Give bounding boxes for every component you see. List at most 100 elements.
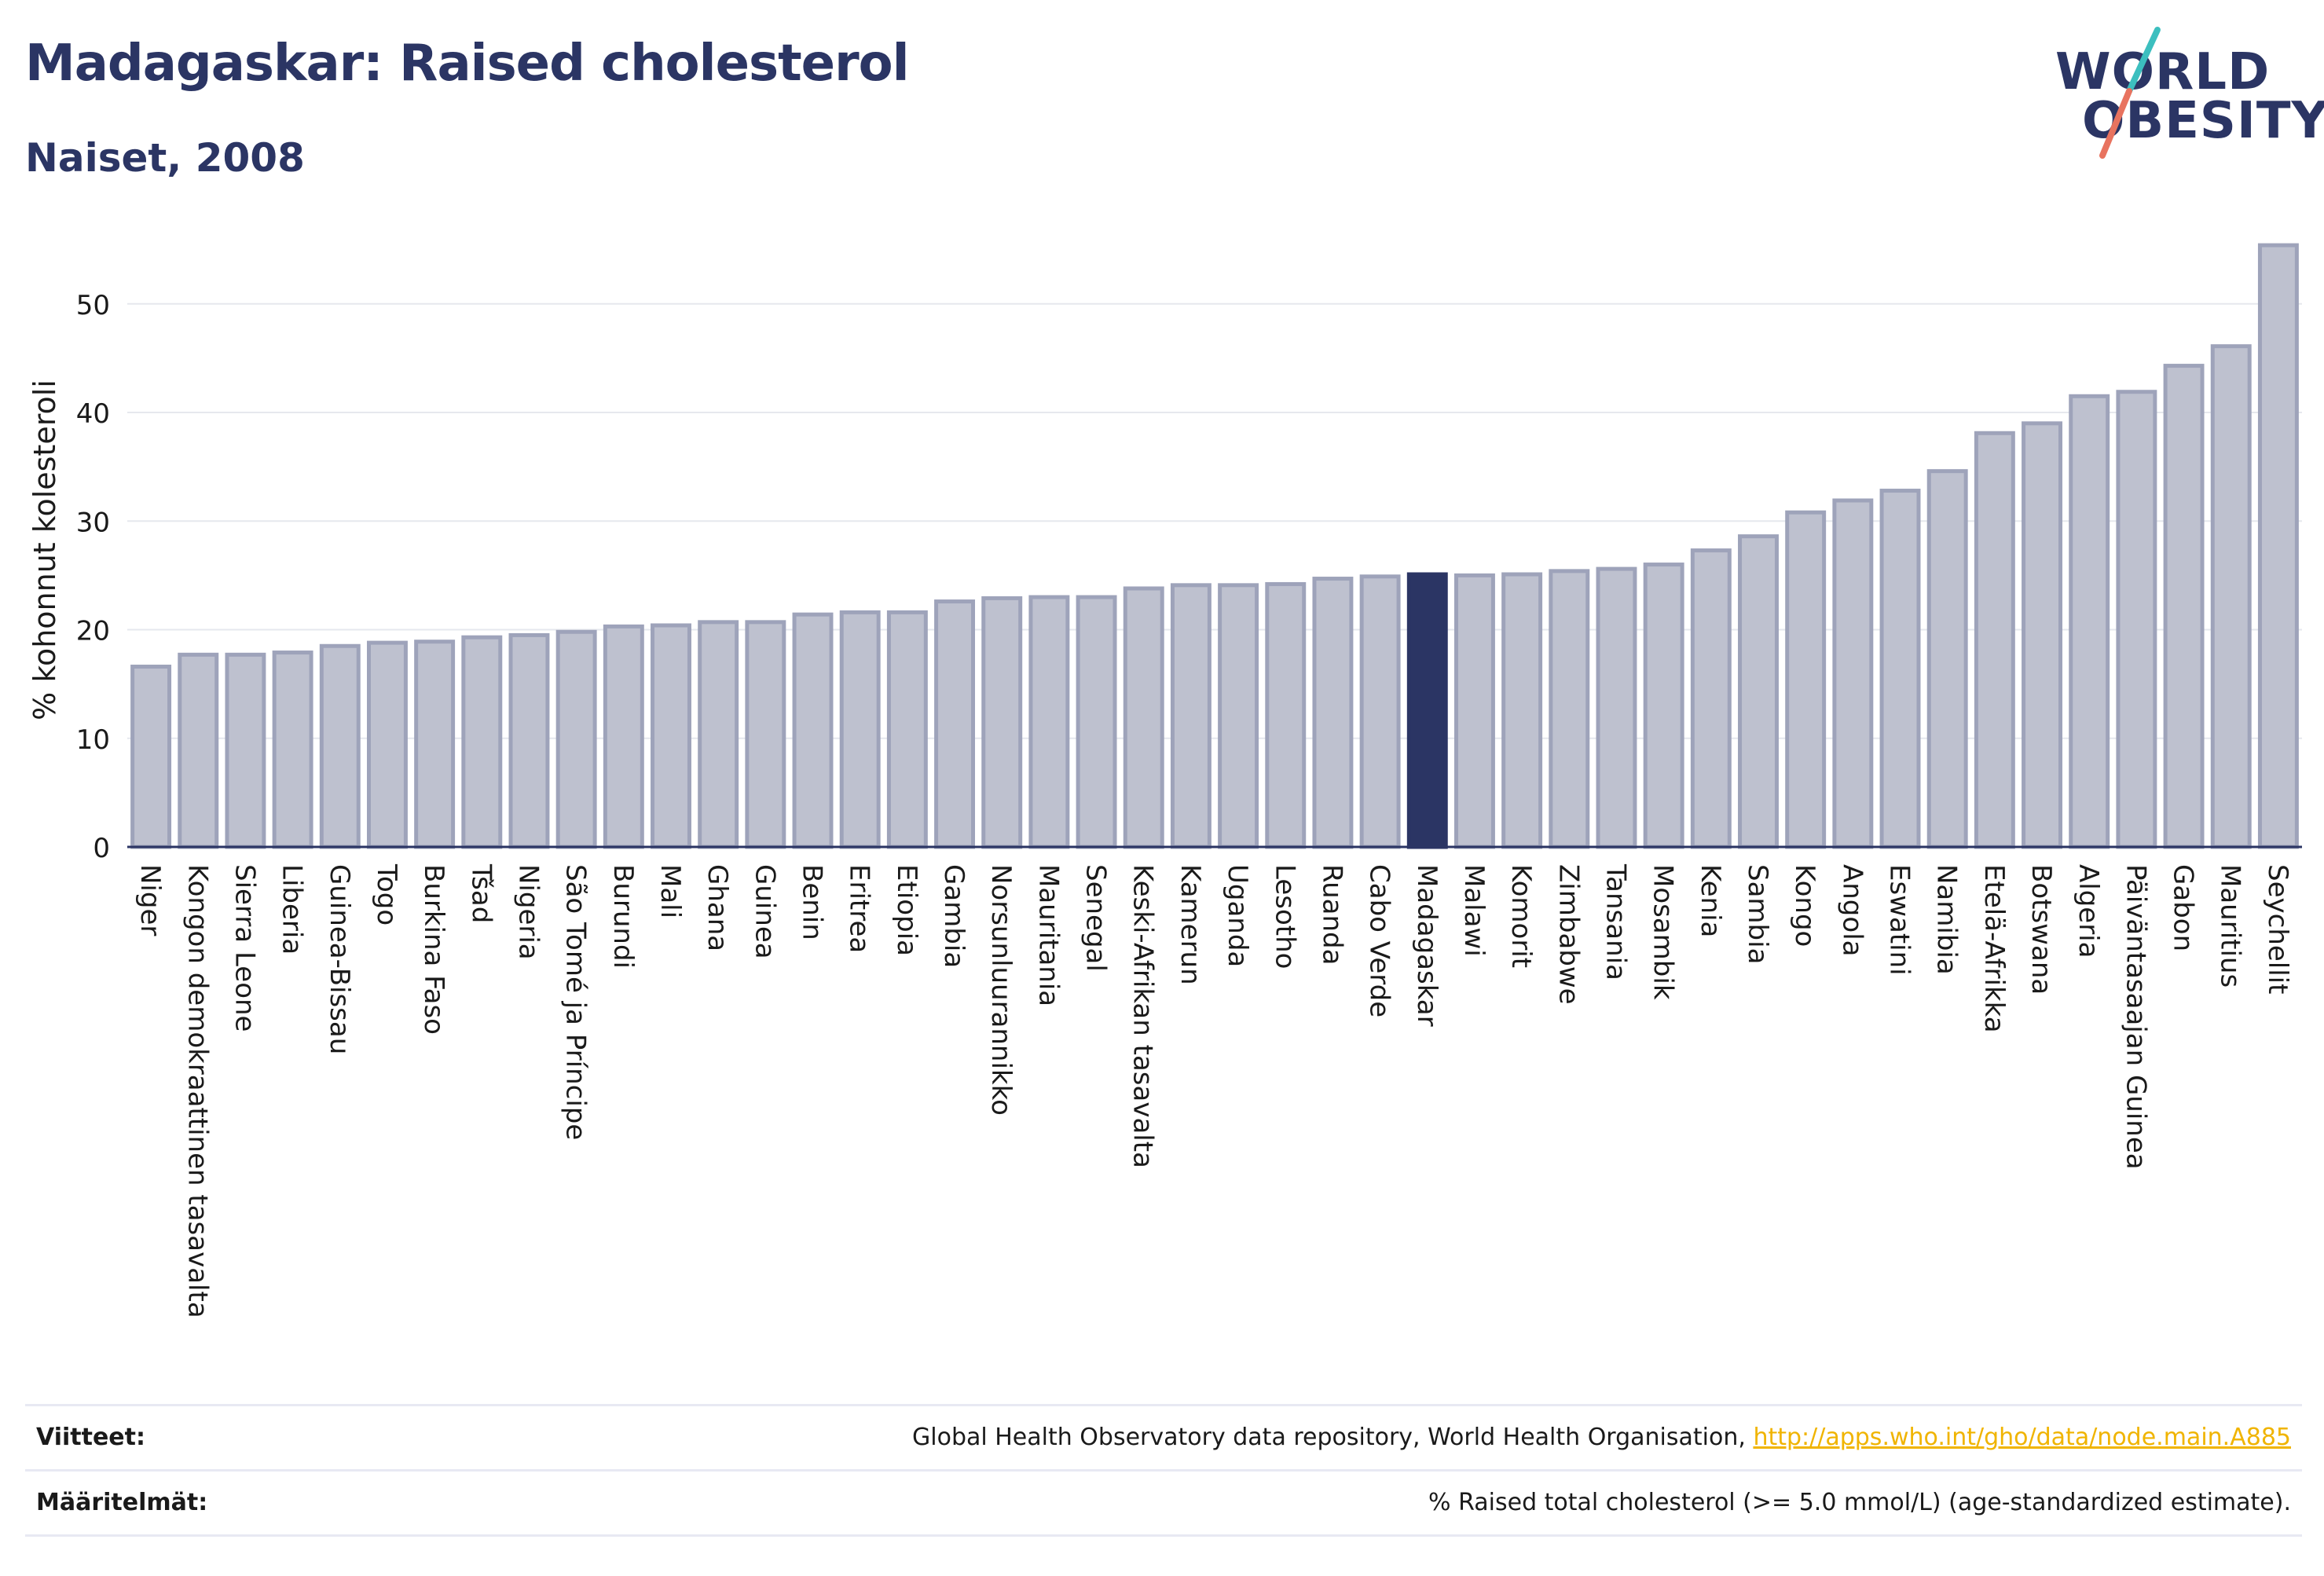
bar xyxy=(1926,469,1968,849)
x-tick-label: Guinea-Bissau xyxy=(324,864,355,1054)
x-tick-label: Päiväntasaajan Guinea xyxy=(2120,864,2151,1170)
x-tick-label: Liberia xyxy=(277,864,308,955)
x-tick-label: Sierra Leone xyxy=(229,864,260,1032)
bar xyxy=(1170,583,1211,849)
axes: 0 10 20 30 40 50 Niger Kongon demokraattinen ta… xyxy=(76,290,2302,1318)
x-tick-label: Benin xyxy=(797,864,828,940)
bar xyxy=(1549,569,1590,849)
page-title: Madagaskar: Raised cholesterol xyxy=(25,35,910,93)
x-tick-label: Zimbabwe xyxy=(1552,864,1584,1005)
bar xyxy=(178,652,219,849)
bar xyxy=(130,665,172,849)
bar xyxy=(1312,577,1354,849)
y-tick-label: 10 xyxy=(76,724,110,756)
bar xyxy=(698,620,739,849)
x-tick-label: Togo xyxy=(371,863,402,925)
x-tick-label: Eritrea xyxy=(844,864,875,953)
x-tick-label: Burkina Faso xyxy=(418,864,449,1035)
bar xyxy=(555,629,597,849)
y-tick-label: 20 xyxy=(76,616,110,647)
y-tick-label: 40 xyxy=(76,398,110,430)
bar xyxy=(603,624,644,849)
x-tick-label: São Tomé ja Príncipe xyxy=(560,864,592,1140)
x-tick-label: Uganda xyxy=(1222,864,1253,967)
x-tick-label: Madagaskar xyxy=(1411,864,1442,1027)
x-tick-label: Mali xyxy=(654,864,686,918)
bar xyxy=(225,652,266,849)
bar xyxy=(792,612,834,849)
logo-slash-top xyxy=(2126,27,2161,94)
bar xyxy=(2210,344,2252,849)
bar xyxy=(1218,583,1259,849)
x-tick-label: Cabo Verde xyxy=(1364,864,1395,1017)
x-tick-label: Komorit xyxy=(1505,864,1537,968)
x-tick-label: Burundi xyxy=(607,864,639,969)
bar xyxy=(2163,364,2205,849)
definitions-row: Määritelmät: % Raised total cholesterol … xyxy=(25,1469,2302,1537)
world-obesity-logo[interactable]: WORLD OBESITY xyxy=(2051,24,2324,165)
bar xyxy=(1785,510,1827,849)
x-tick-label: Tšad xyxy=(465,863,497,923)
x-tick-label: Senegal xyxy=(1080,864,1112,972)
bar xyxy=(1359,574,1401,849)
definitions-value: % Raised total cholesterol (>= 5.0 mmol/… xyxy=(1428,1489,2291,1516)
bar xyxy=(1832,498,1874,849)
definitions-label: Määritelmät: xyxy=(36,1489,208,1516)
x-tick-label: Malawi xyxy=(1458,864,1490,957)
x-tick-label: Keski-Afrikan tasavalta xyxy=(1127,864,1159,1168)
sources-link[interactable]: http://apps.who.int/gho/data/node.main.A… xyxy=(1753,1424,2291,1451)
x-tick-label: Seychellit xyxy=(2262,864,2293,994)
x-tick-label: Etiopia xyxy=(891,864,922,956)
x-tick-label: Ruanda xyxy=(1316,864,1347,965)
bar xyxy=(1501,572,1543,849)
bar xyxy=(886,610,928,849)
x-tick-label: Algeria xyxy=(2073,864,2104,958)
x-tick-label: Etelä-Afrikka xyxy=(1978,864,2010,1033)
bar xyxy=(366,640,408,849)
bar xyxy=(1738,534,1779,849)
bar xyxy=(1123,586,1164,849)
bar xyxy=(2022,421,2063,849)
bars xyxy=(130,243,2299,849)
y-tick-label: 50 xyxy=(76,290,110,321)
x-tick-label: Niger xyxy=(134,864,166,936)
bar-chart: 0 10 20 30 40 50 Niger Kongon demokraattinen ta… xyxy=(27,243,2302,1318)
bar xyxy=(461,635,503,849)
x-tick-label: Angola xyxy=(1836,864,1868,956)
references-table: Viitteet: Global Health Observatory data… xyxy=(25,1404,2302,1537)
x-tick-label: Tansania xyxy=(1600,863,1631,980)
bar xyxy=(1453,573,1495,849)
bar xyxy=(1265,581,1307,849)
bar xyxy=(1076,595,1117,849)
x-tick-label: Nigeria xyxy=(512,864,544,960)
bar xyxy=(2116,390,2157,849)
x-tick-label: Guinea xyxy=(749,864,780,959)
bar xyxy=(414,640,456,849)
y-axis-label: % kohonnut kolesteroli xyxy=(27,379,62,720)
bar xyxy=(745,620,786,849)
x-tick-label: Kongo xyxy=(1789,864,1820,947)
bar xyxy=(2257,243,2299,849)
bar xyxy=(839,610,881,849)
x-tick-label: Norsunluurannikko xyxy=(985,864,1017,1116)
bar xyxy=(1879,489,1921,849)
bar xyxy=(319,643,361,849)
logo-slash-icon xyxy=(2099,27,2161,159)
x-tick-label: Kenia xyxy=(1695,864,1726,937)
bar xyxy=(1596,566,1637,849)
bar xyxy=(651,623,691,849)
sources-label: Viitteet: xyxy=(36,1424,145,1451)
y-tick-label: 30 xyxy=(76,507,110,538)
x-tick-label: Kongon demokraattinen tasavalta xyxy=(181,864,213,1318)
x-tick-label: Mauritius xyxy=(2215,864,2246,988)
x-tick-label: Lesotho xyxy=(1269,864,1300,969)
bar xyxy=(272,651,313,849)
logo-line-1: WORLD xyxy=(2055,43,2271,101)
x-tick-label: Kamerun xyxy=(1175,864,1206,985)
bar xyxy=(1974,431,2015,849)
bar xyxy=(1643,563,1684,849)
bar xyxy=(1028,595,1070,849)
logo-slash-bottom xyxy=(2099,88,2132,159)
x-tick-label: Eswatini xyxy=(1884,864,1915,976)
x-tick-label: Botswana xyxy=(2025,864,2057,995)
